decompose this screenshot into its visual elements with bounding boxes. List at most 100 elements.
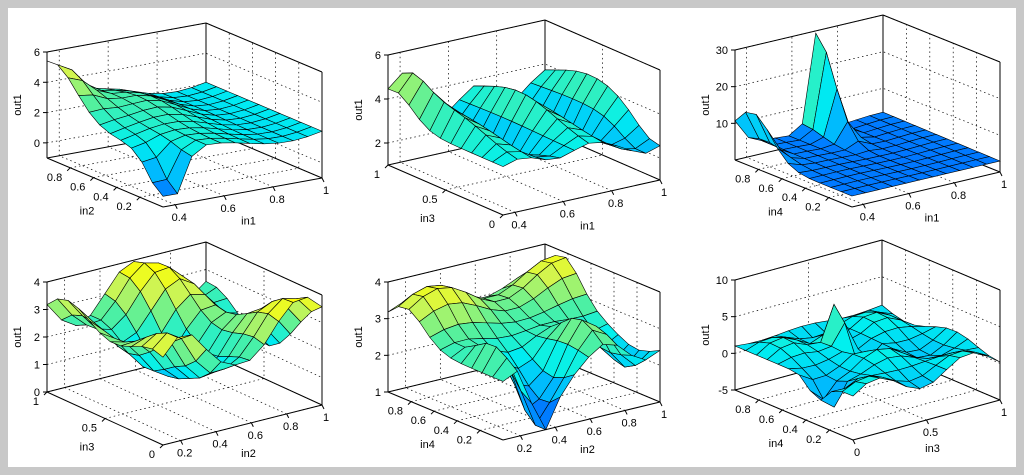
y-tick-label: 1 — [374, 169, 380, 181]
y-tick-label: 0.6 — [70, 182, 85, 194]
x-axis-label: in3 — [925, 443, 940, 455]
y-tick-label: 0.8 — [735, 173, 750, 185]
z-tick-label: 5 — [722, 312, 728, 324]
y-tick-mark — [825, 197, 829, 201]
grid-line-y — [433, 263, 592, 412]
grid-line-z — [734, 276, 1001, 327]
x-axis: 0.2 0.4 0.6 0.8 1 in2 — [177, 404, 329, 460]
surface-mesh — [733, 303, 1001, 408]
y-tick-label: 0.6 — [759, 183, 774, 195]
y-tick-label: 0.4 — [782, 192, 797, 204]
y-axis-label: in4 — [420, 439, 435, 451]
y-tick-mark — [755, 399, 759, 404]
surface-mesh — [46, 261, 323, 380]
x-tick-label: 0.4 — [860, 211, 875, 223]
z-tick-label: 1 — [34, 360, 40, 372]
grid-line-x — [58, 49, 176, 206]
surface-face — [841, 381, 868, 397]
surface-face — [151, 179, 178, 197]
x-tick-mark — [659, 179, 663, 185]
z-axis-label: out1 — [700, 94, 712, 115]
x-tick-label: 1 — [661, 187, 667, 199]
y-axis: 0.2 0.4 0.6 0.8 in4 — [735, 169, 829, 219]
x-tick-label: 0.6 — [221, 203, 236, 215]
x-tick-label: 0 — [854, 447, 860, 459]
grid-line-x — [439, 269, 556, 428]
x-tick-label: 0.6 — [905, 201, 920, 213]
y-tick-mark — [802, 419, 807, 424]
y-tick-mark — [66, 167, 71, 172]
y-tick-label: 0.8 — [388, 406, 403, 418]
z-tick-label: -5 — [718, 385, 728, 397]
surface-mesh — [387, 255, 661, 431]
x-tick-mark — [589, 418, 593, 424]
grid-line-x — [496, 30, 612, 192]
z-tick-label: 1 — [375, 387, 381, 399]
surface-plot-in1-in2: 0 2 4 6 out1 0.4 0.6 0.8 1 in1 0.2 0.4 0.6 0.8 in2 — [12, 22, 329, 228]
x-axis: 0 0.5 1 in3 — [852, 399, 1007, 459]
x-axis: 0.4 0.6 0.8 1 in1 — [172, 177, 329, 228]
y-tick-mark — [90, 177, 94, 181]
grid-line-x — [448, 41, 564, 202]
z-tick-label: 30 — [716, 45, 728, 57]
x-tick-mark — [554, 427, 558, 432]
x-tick-label: 1 — [1001, 407, 1007, 419]
z-tick-label: 4 — [34, 277, 40, 289]
y-tick-mark — [407, 401, 412, 405]
x-tick-mark — [562, 201, 566, 206]
z-axis-label: out1 — [12, 326, 24, 347]
axis-edge-front — [46, 157, 164, 208]
y-tick-label: 0.8 — [47, 172, 62, 184]
axis-edge-front — [851, 171, 1001, 208]
y-tick-label: 0.8 — [735, 404, 750, 416]
x-tick-label: 1 — [1001, 179, 1007, 191]
grid-line-x — [107, 40, 225, 197]
y-axis-label: in3 — [420, 213, 435, 225]
grid-line-x — [405, 277, 521, 437]
x-tick-mark — [954, 182, 957, 187]
grid-line-z — [734, 87, 1001, 136]
z-axis: 2 4 6 out1 — [353, 50, 389, 165]
x-tick-label: 0.4 — [511, 219, 526, 231]
x-tick-mark — [286, 413, 290, 419]
surface-plot-in2-in4: 1 2 3 4 out1 0.2 0.4 0.6 0.8 1 in2 0.2 0.4 0.6 0.8 in4 — [353, 243, 667, 456]
y-tick-label: 0.2 — [806, 434, 821, 446]
y-tick-label: 0 — [489, 219, 495, 231]
y-tick-mark — [442, 189, 446, 194]
y-tick-label: 0.5 — [422, 194, 437, 206]
z-tick-label: 6 — [34, 47, 40, 59]
grid-line-y — [104, 268, 265, 419]
z-axis-label: out1 — [12, 94, 24, 115]
surface-face — [152, 332, 178, 358]
x-tick-label: 0.6 — [560, 209, 575, 221]
x-tick-mark — [223, 195, 227, 201]
x-tick-label: 0.4 — [552, 434, 567, 446]
surface-plot-in1-in4: 10 20 30 out1 0.4 0.6 0.8 1 in1 0.2 0.4 0.6 0.8 in4 — [700, 14, 1007, 225]
y-tick-label: 0.6 — [411, 415, 426, 427]
x-tick-label: 1 — [661, 409, 667, 421]
z-tick-label: 4 — [34, 77, 40, 89]
z-tick-label: 6 — [375, 50, 381, 62]
axis-edge — [387, 19, 546, 56]
axis-edge-front — [162, 404, 323, 446]
z-tick-label: 0 — [722, 348, 728, 360]
axis-edge-front — [502, 401, 661, 441]
grid-line-z — [46, 324, 323, 378]
x-axis: 0.2 0.4 0.6 0.8 1 in2 — [517, 401, 667, 456]
grid-line-z — [734, 51, 1001, 99]
x-tick-mark — [519, 435, 523, 441]
x-tick-mark — [999, 171, 1003, 177]
x-tick-mark — [999, 399, 1003, 405]
y-tick-mark — [43, 391, 48, 396]
axis-edge — [387, 243, 546, 283]
surface-mesh — [387, 69, 661, 167]
z-tick-label: 3 — [375, 314, 381, 326]
y-tick-label: 0.4 — [93, 191, 108, 203]
grid-line-y — [805, 270, 954, 421]
x-tick-mark — [321, 177, 325, 183]
y-tick-label: 1 — [33, 396, 39, 408]
x-tick-mark — [862, 204, 866, 209]
axis-edge — [544, 243, 661, 293]
y-axis: 0 0.5 1 in3 — [374, 164, 504, 231]
x-axis-label: in1 — [241, 216, 256, 228]
